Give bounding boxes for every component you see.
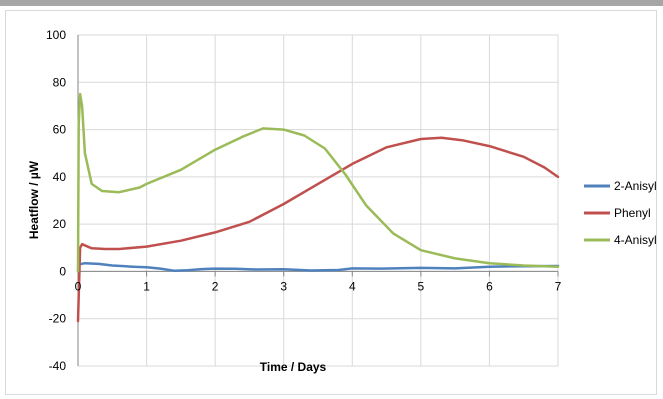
y-tick-label: 100: [46, 28, 66, 42]
chart-border: [5, 10, 657, 395]
x-tick-label: 5: [418, 279, 425, 293]
x-tick-label: 2: [212, 279, 219, 293]
axes: [77, 35, 559, 366]
legend-label: 2-Anisyl: [614, 179, 657, 193]
y-tick-label: 60: [53, 123, 67, 137]
y-tick-label: 0: [59, 264, 66, 278]
x-axis-title: Time / Days: [260, 360, 327, 374]
legend-label: Phenyl: [614, 206, 651, 220]
series-line-phenyl: [76, 136, 560, 323]
x-tick-label: 7: [555, 279, 562, 293]
top-divider-bar: [0, 0, 663, 6]
x-tick-label: 3: [280, 279, 287, 293]
x-tick-label: 6: [486, 279, 493, 293]
y-tick-label: 20: [53, 217, 67, 231]
legend-label: 4-Anisyl: [614, 233, 657, 247]
y-axis-title: Heatflow / µW: [27, 160, 41, 239]
y-tick-label: -20: [49, 312, 67, 326]
y-tick-label: 80: [53, 75, 67, 89]
x-tick-label: 0: [75, 279, 82, 293]
series-lines: [76, 92, 560, 323]
tick-labels: -40 -20 0 20 40 60 80 100 0 1 2 3 4 5 6 7: [46, 28, 562, 373]
y-tick-label: -40: [49, 359, 67, 373]
y-tick-label: 40: [53, 170, 67, 184]
legend: 2-Anisyl Phenyl 4-Anisyl: [584, 179, 657, 247]
series-line-2-anisyl: [76, 261, 560, 273]
series-line-4-anisyl: [76, 92, 560, 273]
gridlines: [78, 34, 559, 367]
x-tick-label: 1: [143, 279, 150, 293]
x-tick-label: 4: [349, 279, 356, 293]
